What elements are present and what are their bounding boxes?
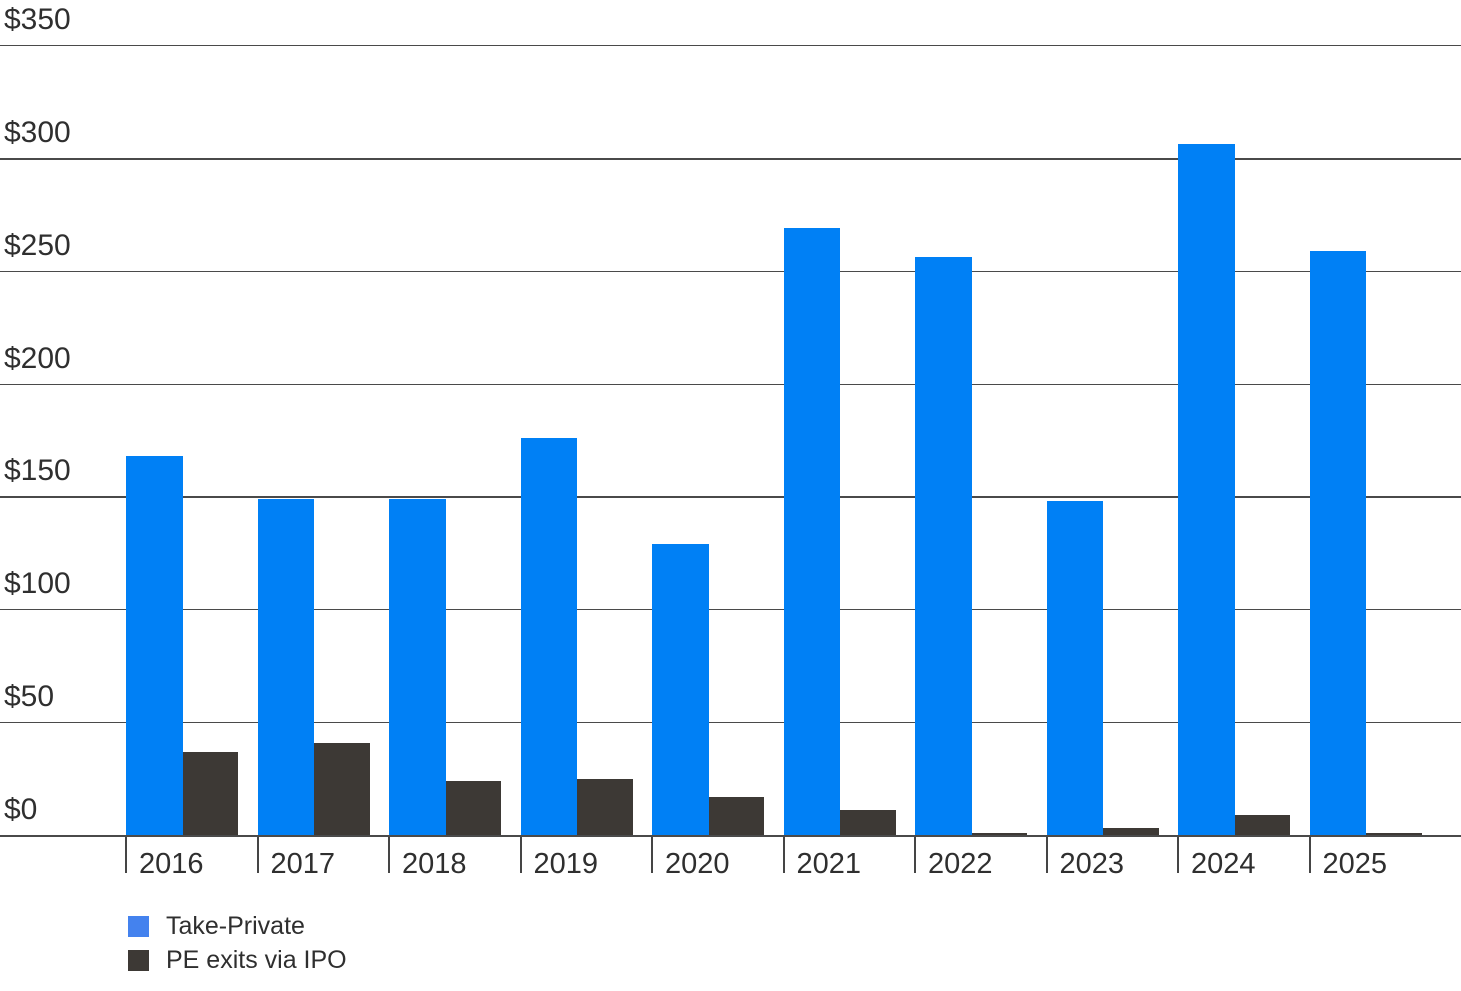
x-axis-label-2021: 2021	[796, 848, 862, 880]
x-axis-tick-2017	[256, 837, 259, 873]
gridline-50	[0, 722, 1461, 723]
bar-take-private-2021[interactable]	[783, 227, 841, 835]
legend-swatch-take-private	[128, 916, 149, 937]
legend-label-pe-exits-ipo: PE exits via IPO	[166, 946, 347, 974]
bar-pe-exits-ipo-2023[interactable]	[1103, 828, 1159, 835]
gridline-0	[0, 835, 1461, 837]
x-axis-label-2018: 2018	[402, 848, 467, 880]
bar-pe-exits-ipo-2019[interactable]	[577, 778, 633, 835]
bar-pe-exits-ipo-2021[interactable]	[840, 810, 896, 835]
x-axis-label-2020: 2020	[665, 848, 730, 880]
bar-take-private-2025[interactable]	[1309, 250, 1367, 835]
gridline-200	[0, 384, 1461, 385]
bar-pe-exits-ipo-2020[interactable]	[708, 796, 765, 835]
legend: Take-Private PE exits via IPO	[128, 912, 347, 974]
x-axis-tick-2020	[651, 837, 653, 873]
bar-pe-exits-ipo-2016[interactable]	[182, 751, 239, 835]
x-axis-label-2025: 2025	[1322, 848, 1388, 880]
y-axis-label-50: $50	[4, 680, 55, 713]
x-axis-tick-2018	[388, 837, 390, 873]
bar-pe-exits-ipo-2017[interactable]	[314, 742, 370, 835]
bar-take-private-2016[interactable]	[126, 455, 183, 835]
bar-take-private-2017[interactable]	[257, 498, 315, 835]
x-axis-label-2022: 2022	[928, 848, 993, 880]
legend-label-take-private: Take-Private	[166, 912, 305, 940]
x-axis-label-2016: 2016	[139, 848, 204, 880]
bar-take-private-2022[interactable]	[915, 257, 972, 835]
gridline-100	[0, 609, 1461, 610]
gridline-150	[0, 496, 1461, 498]
x-axis-label-2024: 2024	[1191, 848, 1256, 880]
x-axis-tick-2024	[1177, 837, 1179, 873]
y-axis-label-300: $300	[4, 116, 71, 149]
y-axis-label-350: $350	[4, 3, 71, 36]
x-axis-tick-2023	[1045, 837, 1048, 873]
x-axis-tick-2019	[519, 837, 522, 873]
bar-take-private-2023[interactable]	[1046, 501, 1104, 835]
y-axis-label-250: $250	[4, 229, 71, 262]
bar-pe-exits-ipo-2022[interactable]	[971, 832, 1028, 835]
x-axis-label-2023: 2023	[1059, 848, 1125, 880]
bar-pe-exits-ipo-2018[interactable]	[445, 780, 502, 835]
bar-pe-exits-ipo-2025[interactable]	[1366, 832, 1422, 835]
x-axis-tick-2025	[1308, 837, 1311, 873]
x-axis-tick-2021	[782, 837, 785, 873]
y-axis-label-100: $100	[4, 567, 71, 600]
gridline-350	[0, 45, 1461, 46]
gridline-300	[0, 158, 1461, 160]
y-axis-label-0: $0	[4, 793, 38, 826]
legend-swatch-pe-exits-ipo	[128, 950, 149, 971]
y-axis-label-150: $150	[4, 454, 71, 487]
bar-take-private-2018[interactable]	[389, 498, 446, 835]
bar-take-private-2024[interactable]	[1178, 144, 1235, 835]
legend-item-take-private: Take-Private	[128, 912, 347, 940]
bar-take-private-2020[interactable]	[652, 543, 709, 835]
x-axis-label-2017: 2017	[270, 848, 336, 880]
legend-item-pe-exits-ipo: PE exits via IPO	[128, 946, 347, 974]
x-axis-label-2019: 2019	[533, 848, 599, 880]
x-axis-tick-2016	[125, 837, 127, 873]
bar-pe-exits-ipo-2024[interactable]	[1234, 814, 1291, 835]
bar-take-private-2019[interactable]	[520, 437, 578, 835]
gridline-250	[0, 271, 1461, 272]
x-axis-tick-2022	[914, 837, 916, 873]
y-axis-label-200: $200	[4, 342, 71, 375]
